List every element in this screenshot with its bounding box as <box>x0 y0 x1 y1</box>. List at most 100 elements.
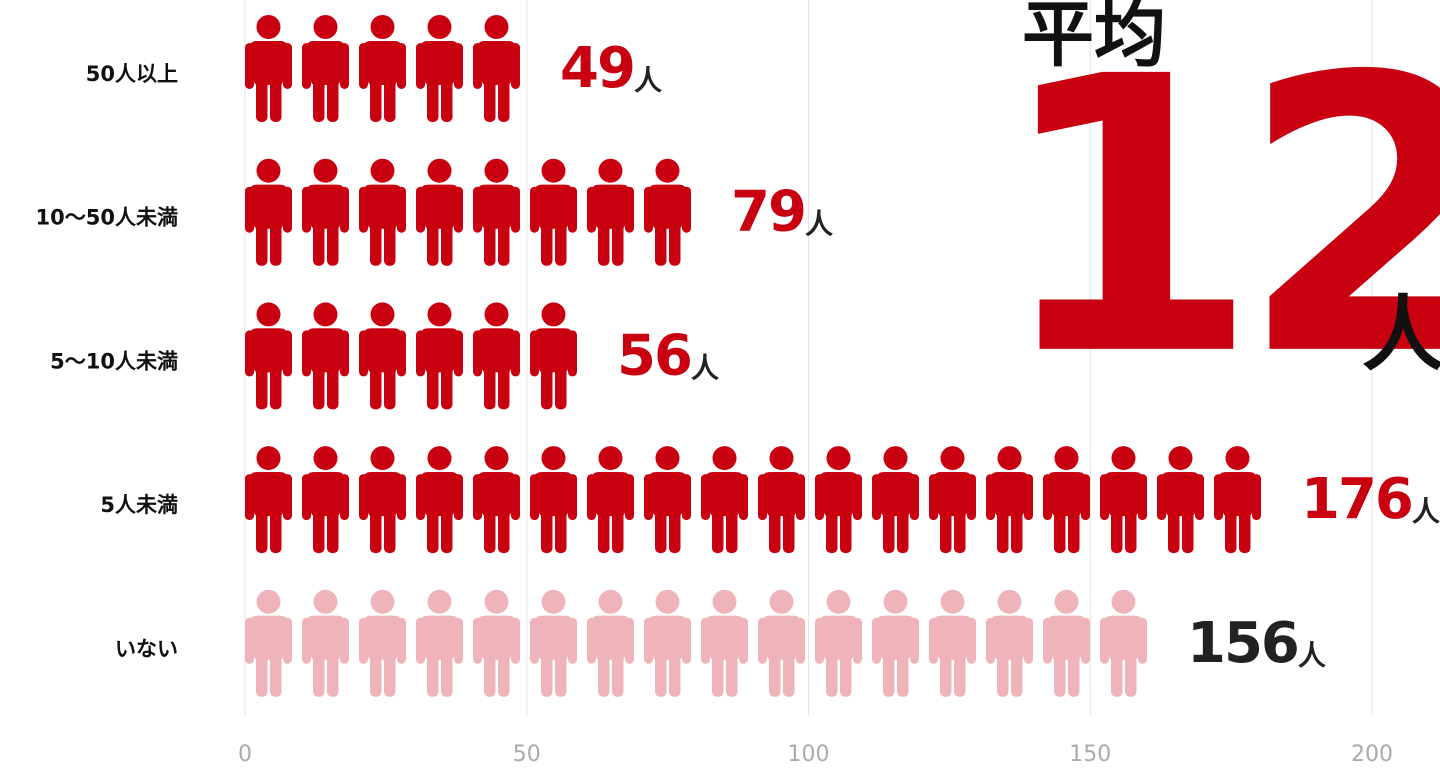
icon-part <box>712 506 724 554</box>
icon-part <box>530 617 539 664</box>
icon-part <box>363 328 402 343</box>
icon-part <box>484 506 496 554</box>
icon-part <box>534 184 573 199</box>
icon-part <box>363 615 402 630</box>
icon-part <box>587 186 596 233</box>
icon-part <box>363 184 402 199</box>
icon-part <box>245 186 254 233</box>
icon-part <box>441 75 453 122</box>
icon-part <box>1225 506 1237 554</box>
icon-part <box>568 330 577 377</box>
icon-part <box>340 186 349 233</box>
icon-part <box>306 41 345 55</box>
icon-part <box>384 506 396 554</box>
icon-part <box>397 330 406 377</box>
icon-part <box>726 649 738 697</box>
icon-part <box>427 589 452 614</box>
icon-part <box>313 506 325 554</box>
icon-part <box>840 506 852 554</box>
icon-part <box>997 446 1022 471</box>
icon-part <box>796 474 805 521</box>
icon-part <box>384 75 396 122</box>
icon-part <box>427 649 439 697</box>
icon-part <box>1218 472 1257 487</box>
icon-part <box>644 617 653 664</box>
icon-part <box>427 302 452 327</box>
icon-part <box>477 41 516 55</box>
icon-part <box>384 218 396 266</box>
icon-part <box>370 649 382 697</box>
icon-part <box>591 472 630 487</box>
icon-part <box>249 184 288 199</box>
icon-part <box>511 43 520 89</box>
icon-part <box>477 328 516 343</box>
icon-part <box>568 617 577 664</box>
icon-part <box>498 75 510 122</box>
icon-part <box>420 184 459 199</box>
average-label: 平均 <box>1022 0 1166 77</box>
icon-part <box>249 41 288 55</box>
icon-part <box>370 506 382 554</box>
icon-part <box>340 617 349 664</box>
icon-part <box>477 184 516 199</box>
x-tick-label: 0 <box>238 742 252 767</box>
icon-part <box>327 362 339 410</box>
icon-part <box>427 15 452 39</box>
category-label: 5〜10人未満 <box>50 349 178 373</box>
icon-part <box>997 589 1022 614</box>
icon-part <box>498 506 510 554</box>
icon-part <box>1054 589 1079 614</box>
icon-part <box>498 362 510 410</box>
icon-part <box>530 330 539 377</box>
icon-part <box>682 186 691 233</box>
icon-part <box>929 474 938 521</box>
icon-part <box>910 617 919 664</box>
icon-part <box>454 186 463 233</box>
icon-part <box>612 218 624 266</box>
icon-part <box>541 302 566 327</box>
icon-part <box>306 615 345 630</box>
icon-part <box>712 446 737 471</box>
icon-part <box>783 506 795 554</box>
average-unit: 人 <box>1362 287 1440 382</box>
icon-part <box>416 186 425 233</box>
icon-part <box>441 649 453 697</box>
icon-part <box>498 218 510 266</box>
icon-part <box>883 506 895 554</box>
icon-part <box>598 446 623 471</box>
icon-part <box>555 649 567 697</box>
icon-part <box>541 446 566 471</box>
icon-part <box>591 615 630 630</box>
icon-part <box>587 617 596 664</box>
icon-part <box>1043 474 1052 521</box>
icon-part <box>484 218 496 266</box>
icon-part <box>256 75 268 122</box>
icon-part <box>655 218 667 266</box>
icon-part <box>327 506 339 554</box>
icon-part <box>967 474 976 521</box>
icon-part <box>598 506 610 554</box>
icon-part <box>530 186 539 233</box>
icon-part <box>427 506 439 554</box>
icon-part <box>997 649 1009 697</box>
icon-part <box>1104 472 1143 487</box>
icon-part <box>313 362 325 410</box>
icon-part <box>541 589 566 614</box>
icon-part <box>359 617 368 664</box>
icon-part <box>420 472 459 487</box>
icon-part <box>910 474 919 521</box>
icon-part <box>954 506 966 554</box>
icon-part <box>712 649 724 697</box>
icon-part <box>270 506 282 554</box>
icon-part <box>726 506 738 554</box>
icon-part <box>1168 506 1180 554</box>
icon-part <box>826 446 851 471</box>
icon-part <box>256 506 268 554</box>
icon-part <box>682 474 691 521</box>
icon-part <box>762 472 801 487</box>
icon-part <box>655 589 680 614</box>
icon-part <box>416 43 425 89</box>
icon-part <box>313 75 325 122</box>
icon-part <box>256 446 281 471</box>
